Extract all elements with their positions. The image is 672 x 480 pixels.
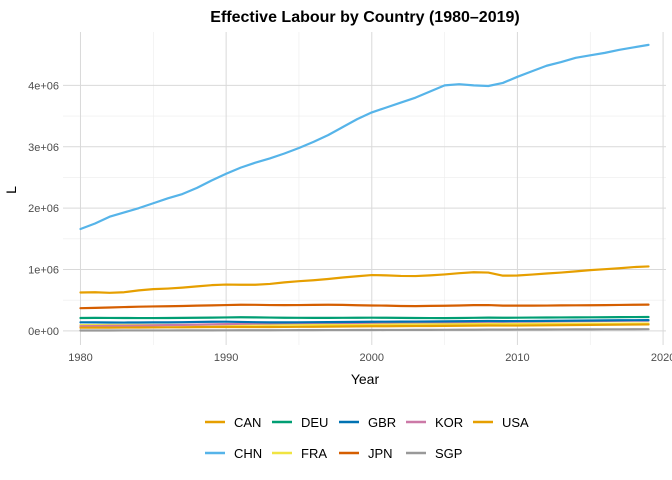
series-line-gbr — [79, 319, 650, 324]
y-tick-label: 1e+06 — [28, 265, 59, 277]
legend-label-gbr: GBR — [368, 415, 396, 430]
chart-title: Effective Labour by Country (1980–2019) — [210, 9, 519, 26]
x-tick-label: 2020 — [651, 352, 672, 364]
x-tick-label: 2000 — [360, 352, 384, 364]
series-line-sgp — [79, 328, 650, 332]
series-line-deu — [79, 315, 650, 320]
legend-label-chn: CHN — [234, 446, 262, 461]
y-tick-label: 0e+00 — [28, 326, 59, 338]
x-axis-ticks: 1980 1990 2000 2010 2020 — [68, 352, 672, 364]
y-tick-label: 4e+06 — [28, 80, 59, 92]
series-layer — [79, 43, 650, 332]
y-tick-label: 2e+06 — [28, 203, 59, 215]
series-line-usa — [79, 265, 650, 294]
y-axis-ticks: 0e+00 1e+06 2e+06 3e+06 4e+06 — [28, 80, 59, 337]
legend-label-fra: FRA — [301, 446, 327, 461]
legend-label-sgp: SGP — [435, 446, 462, 461]
series-line-can — [79, 323, 650, 329]
y-tick-label: 3e+06 — [28, 142, 59, 154]
x-tick-label: 1990 — [214, 352, 238, 364]
legend-label-kor: KOR — [435, 415, 463, 430]
minor-gridlines — [63, 32, 666, 345]
legend: CAN DEU GBR KOR USA CHN FRA JPN SGP — [205, 415, 529, 461]
series-line-jpn — [79, 303, 650, 310]
legend-label-usa: USA — [502, 415, 529, 430]
series-line-chn — [79, 43, 650, 231]
x-tick-label: 1980 — [68, 352, 92, 364]
legend-label-jpn: JPN — [368, 446, 393, 461]
y-axis-title: L — [3, 186, 19, 194]
x-tick-label: 2010 — [505, 352, 529, 364]
legend-label-can: CAN — [234, 415, 261, 430]
x-axis-title: Year — [351, 371, 380, 387]
legend-label-deu: DEU — [301, 415, 328, 430]
